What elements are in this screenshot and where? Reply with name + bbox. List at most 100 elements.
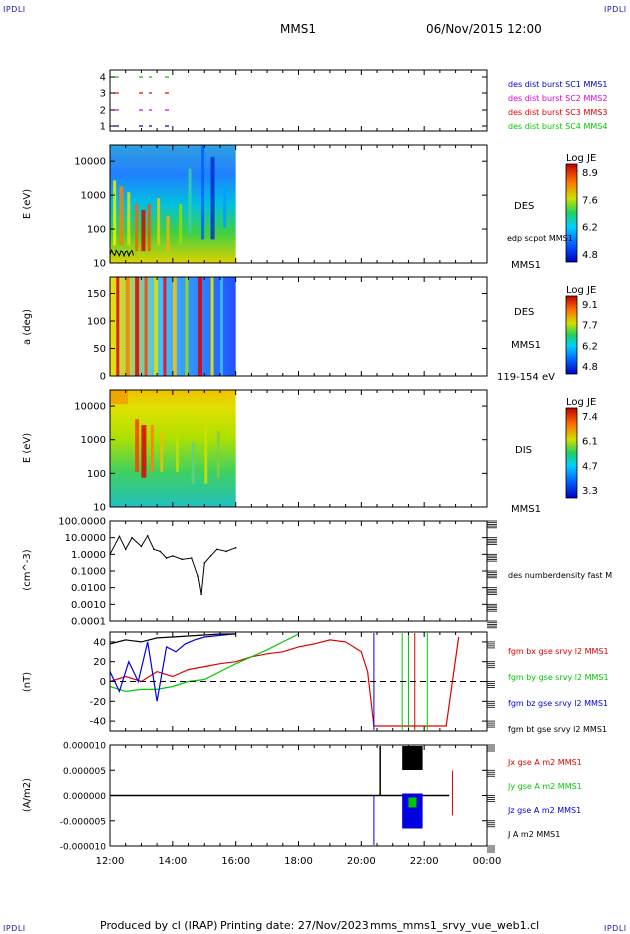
bfield-ytick-label: 20 [93, 657, 106, 668]
des-pitch-heatmap-stripe [135, 277, 140, 376]
des-energy-colorbar-title: Log JE [566, 153, 596, 164]
current-ytick-label: 0.000010 [63, 742, 106, 752]
bfield-line-by [110, 633, 299, 693]
density-series [110, 534, 237, 596]
des-energy-scpot-line [109, 248, 135, 258]
density-ytick-label: 0.0001 [71, 617, 106, 628]
density-point [234, 546, 237, 549]
dis-energy-ylabel: E (eV) [22, 433, 33, 463]
bfield-ytick-label: -20 [90, 697, 106, 708]
time-tick-label: 12:00 [96, 856, 125, 867]
des-pitch-heatmap-stripe [210, 277, 214, 376]
time-tick-label: 14:00 [158, 856, 187, 867]
footer-printing-date: Printing date: 27/Nov/2023 [220, 919, 369, 932]
dis-energy-colorbar-title: Log JE [566, 397, 596, 408]
dis-energy-colorbar-tick-label: 7.4 [582, 412, 598, 423]
density-point [197, 575, 199, 577]
dis-energy-heatmap [110, 390, 236, 507]
des-energy-colorbar [565, 163, 578, 263]
des-energy-heatmap-stripe [141, 209, 146, 252]
time-tick-label: 22:00 [410, 856, 439, 867]
des-pitch-ylabel: a (deg) [22, 309, 33, 345]
time-tick-label: 18:00 [284, 856, 313, 867]
density-series-label: des numberdensity fast M [508, 571, 612, 580]
density-point [203, 562, 206, 564]
coverage-frame [109, 69, 488, 132]
des-pitch-colorbar-tick-label: 4.8 [582, 362, 598, 373]
des-energy-heatmap-stripe [223, 180, 227, 228]
current-burst-j [402, 746, 423, 770]
des-pitch-heatmap-stripe [116, 277, 120, 376]
corner-label-bottom-right: IPDLI [604, 924, 627, 933]
density-ytick-label: 0.0100 [71, 583, 106, 594]
footer-produced-by: Produced by cl (IRAP) [100, 919, 218, 932]
coverage-ytick-label: 2 [100, 106, 106, 117]
dis-energy-heatmap-stripe [160, 430, 164, 472]
current-legend-entry: Jz gse A m2 MMS1 [507, 806, 581, 815]
bfield-legend-entry: fgm bz gse srvy l2 MMS1 [508, 699, 608, 708]
des-pitch-heatmap-stripe [172, 277, 177, 376]
des-energy-heatmap-stripe [157, 198, 161, 246]
dis-energy-bottom-label: MMS1 [511, 504, 541, 515]
dis-energy-heatmap-stripe [191, 442, 195, 484]
coverage-ytick-label: 3 [100, 89, 106, 100]
des-pitch-heatmap-stripe [185, 277, 189, 376]
density-point [131, 536, 133, 539]
des-energy-heatmap-stripe [188, 168, 192, 234]
des-pitch-colorbar-tick-label: 6.2 [582, 341, 598, 352]
coverage-ytick-label: 4 [100, 73, 106, 84]
dis-energy-ytick-label: 10 [93, 503, 106, 514]
des-energy-bottom-label: MMS1 [511, 260, 541, 271]
density-point [190, 557, 193, 559]
des-energy-heatmap-stripe [135, 204, 139, 252]
des-pitch-heatmap-stripe [144, 277, 148, 376]
des-pitch-colorbar-title: Log JE [566, 285, 596, 296]
current-ylabel: (A/m2) [22, 778, 33, 812]
dis-energy-heatmap-stripe [150, 425, 154, 472]
density-point [181, 558, 184, 561]
density-point [118, 535, 121, 538]
coverage-legend-entry: des dist burst SC2 MMS2 [508, 94, 607, 103]
current-ytick-label: -0.000005 [60, 817, 106, 827]
bfield-ytick-label: 40 [93, 637, 106, 648]
des-energy-heatmap [110, 145, 236, 263]
dis-energy-colorbar-tick-label: 4.7 [582, 461, 598, 472]
density-point [140, 545, 143, 548]
des-pitch-ytick-label: 100 [87, 317, 106, 328]
density-point [146, 534, 149, 537]
dis-energy-ytick-label: 1000 [81, 435, 106, 446]
density-point [159, 550, 162, 553]
bfield-line-bz [110, 633, 236, 702]
dis-energy-heatmap-stripe [110, 390, 128, 405]
dis-energy-heatmap-stripe [141, 425, 147, 478]
des-energy-colorbar-tick-label: 4.8 [582, 250, 598, 261]
current-legend-entry: J A m2 MMS1 [507, 830, 560, 839]
des-energy-heatmap-stripe [147, 204, 151, 252]
des-pitch-ytick-label: 0 [100, 372, 106, 383]
des-pitch-colorbar [565, 295, 578, 375]
des-pitch-heatmap-stripe [163, 277, 167, 376]
current-burst-jy [408, 797, 417, 808]
density-frame [109, 520, 488, 622]
density-point [124, 548, 127, 551]
bfield-legend-entry: fgm by gse srvy l2 MMS1 [508, 673, 609, 682]
density-ytick-label: 100.0000 [58, 517, 106, 528]
bfield-legend-entry: fgm bx gse srvy l2 MMS1 [508, 647, 609, 656]
current-series [110, 746, 453, 845]
coverage-legend-entry: des dist burst SC3 MMS3 [508, 108, 607, 117]
density-ytick-label: 0.1000 [71, 567, 106, 578]
current-ytick-label: 0.000000 [63, 792, 106, 802]
current-legend-entry: Jy gse A m2 MMS1 [507, 782, 582, 791]
coverage-ytick-label: 1 [100, 122, 106, 133]
coverage-legend-entry: des dist burst SC4 MMS4 [508, 122, 607, 131]
des-energy-heatmap-stripe [119, 186, 124, 246]
time-tick-label: 16:00 [221, 856, 250, 867]
density-point [209, 555, 212, 557]
des-pitch-ytick-label: 50 [93, 344, 106, 355]
dis-energy-heatmap-stripe [135, 419, 140, 472]
des-energy-heatmap-stripe [113, 180, 117, 246]
datetime-title: 06/Nov/2015 12:00 [426, 22, 542, 36]
dis-energy-ytick-label: 100 [87, 469, 106, 480]
density-ylabel: (cm^-3) [22, 549, 33, 590]
des-energy-heatmap-stripe [166, 215, 170, 252]
